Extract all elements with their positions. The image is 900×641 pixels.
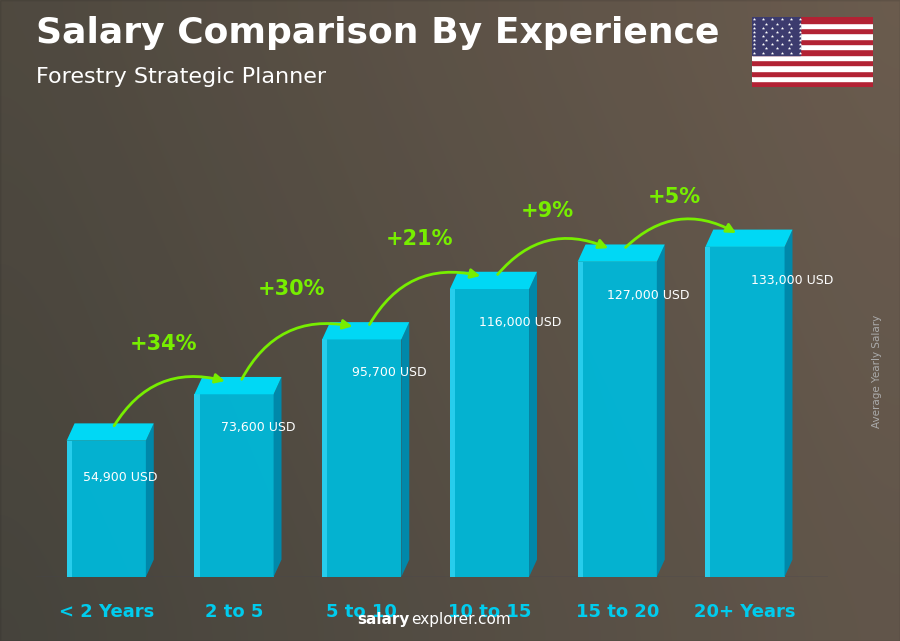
- Text: +34%: +34%: [130, 334, 197, 354]
- Polygon shape: [322, 340, 328, 577]
- Text: +30%: +30%: [257, 279, 325, 299]
- Bar: [752, 33, 873, 38]
- Text: explorer.com: explorer.com: [411, 612, 511, 627]
- Bar: [752, 17, 800, 54]
- Bar: [752, 54, 873, 60]
- Polygon shape: [194, 394, 274, 577]
- Polygon shape: [657, 244, 665, 577]
- Bar: [752, 17, 873, 22]
- Polygon shape: [67, 423, 154, 440]
- Text: Forestry Strategic Planner: Forestry Strategic Planner: [36, 67, 326, 87]
- Bar: [752, 28, 873, 33]
- Text: 95,700 USD: 95,700 USD: [352, 367, 426, 379]
- Text: +5%: +5%: [648, 187, 701, 206]
- Polygon shape: [322, 340, 401, 577]
- Polygon shape: [785, 229, 793, 577]
- Polygon shape: [706, 247, 710, 577]
- Polygon shape: [450, 272, 537, 289]
- Text: 127,000 USD: 127,000 USD: [607, 288, 689, 302]
- Polygon shape: [578, 262, 657, 577]
- Polygon shape: [450, 289, 455, 577]
- Bar: [752, 38, 873, 44]
- Bar: [752, 22, 873, 28]
- Text: 133,000 USD: 133,000 USD: [752, 274, 833, 287]
- Bar: [752, 71, 873, 76]
- Text: +9%: +9%: [520, 201, 573, 221]
- Text: 73,600 USD: 73,600 USD: [221, 421, 296, 434]
- Text: Average Yearly Salary: Average Yearly Salary: [872, 315, 883, 428]
- Polygon shape: [578, 244, 665, 262]
- Text: Salary Comparison By Experience: Salary Comparison By Experience: [36, 16, 719, 50]
- Bar: [752, 81, 873, 87]
- Polygon shape: [706, 229, 793, 247]
- Bar: [752, 76, 873, 81]
- Bar: [752, 49, 873, 54]
- Polygon shape: [401, 322, 410, 577]
- Polygon shape: [450, 289, 529, 577]
- Polygon shape: [578, 262, 582, 577]
- Text: +21%: +21%: [385, 229, 453, 249]
- Polygon shape: [194, 377, 282, 394]
- Bar: [752, 44, 873, 49]
- Polygon shape: [322, 322, 410, 340]
- Polygon shape: [146, 423, 154, 577]
- Bar: [752, 60, 873, 65]
- Text: 54,900 USD: 54,900 USD: [84, 471, 158, 485]
- Polygon shape: [706, 247, 785, 577]
- Polygon shape: [67, 440, 146, 577]
- Polygon shape: [529, 272, 537, 577]
- Bar: [752, 65, 873, 71]
- Polygon shape: [194, 394, 200, 577]
- Text: 116,000 USD: 116,000 USD: [480, 316, 562, 329]
- Polygon shape: [67, 440, 72, 577]
- Text: salary: salary: [357, 612, 410, 627]
- Polygon shape: [274, 377, 282, 577]
